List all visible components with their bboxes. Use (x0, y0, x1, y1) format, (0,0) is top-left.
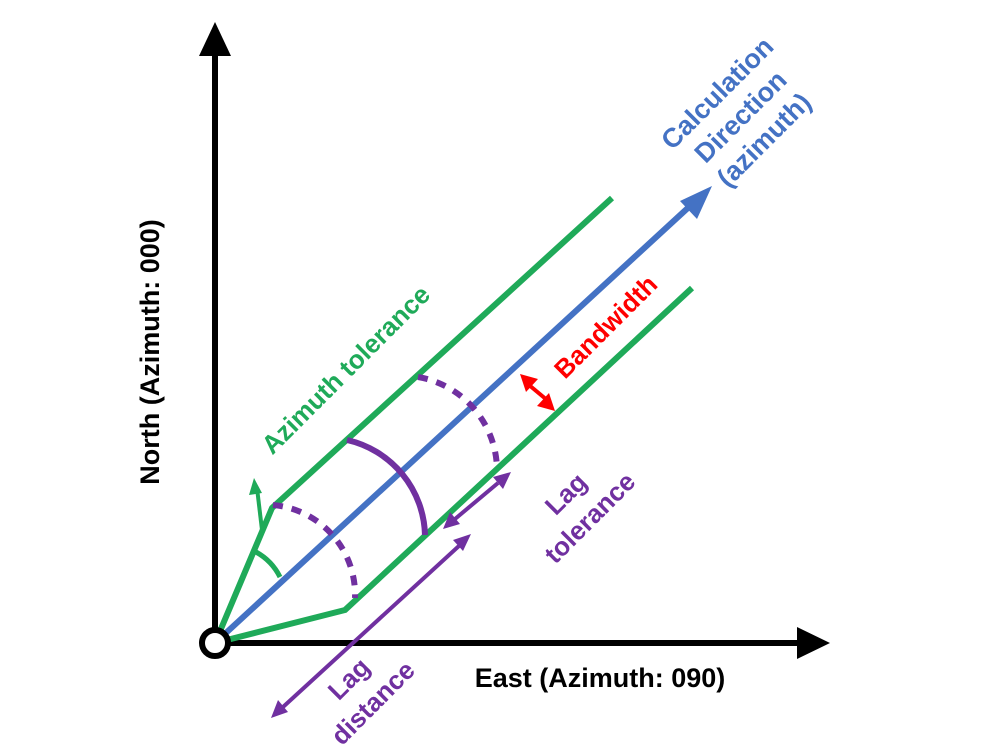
lag-arcs (272, 374, 500, 599)
lag-distance-arrow (271, 534, 471, 718)
outer-lag-arc-dashed (417, 374, 500, 471)
bandwidth-shaft (527, 383, 549, 402)
tolerance-envelope (212, 195, 695, 646)
bandwidth-arrowhead-start-icon (520, 374, 538, 392)
lag-tolerance-arrowhead-start-icon (443, 512, 460, 529)
north-arrowhead-icon (199, 22, 231, 56)
lag-tolerance-label: Lag tolerance (538, 466, 641, 569)
bandwidth-arrow (520, 374, 555, 411)
east-axis-label: East (Azimuth: 090) (475, 663, 726, 693)
inner-lag-arc-dashed (272, 502, 359, 599)
azimuth-tolerance-tick (255, 487, 264, 531)
azimuth-tolerance-arrowhead-icon (249, 478, 262, 495)
origin-marker (199, 627, 231, 659)
lower-bandwidth-line (214, 285, 695, 646)
bandwidth-arrowhead-end-icon (537, 393, 555, 411)
calculation-direction-label: Calculation Direction (azimuth) (655, 31, 817, 193)
lag-distance-arrowhead-start-icon (271, 700, 288, 718)
lag-tolerance-arrowhead-end-icon (493, 472, 511, 489)
lag-tolerance-line2: tolerance (538, 466, 641, 569)
azimuth-tolerance-angle-arc (254, 549, 283, 579)
lag-distance-arrowhead-end-icon (453, 534, 471, 551)
upper-bandwidth-line (212, 195, 615, 645)
lag-tolerance-shaft (453, 481, 500, 521)
axes (199, 22, 830, 659)
east-arrowhead-icon (797, 627, 830, 659)
middle-lag-arc (346, 437, 428, 536)
lag-distance-label: Lag distance (322, 652, 421, 750)
lag-distance-shaft (281, 543, 462, 709)
direction-line (212, 203, 693, 646)
calculation-direction (212, 186, 712, 646)
azimuth-tolerance-label: Azimuth tolerance (255, 279, 436, 460)
lag-tolerance-arrow (443, 472, 511, 529)
north-axis-label: North (Azimuth: 000) (135, 219, 165, 485)
direction-arrowhead-icon (680, 186, 712, 219)
